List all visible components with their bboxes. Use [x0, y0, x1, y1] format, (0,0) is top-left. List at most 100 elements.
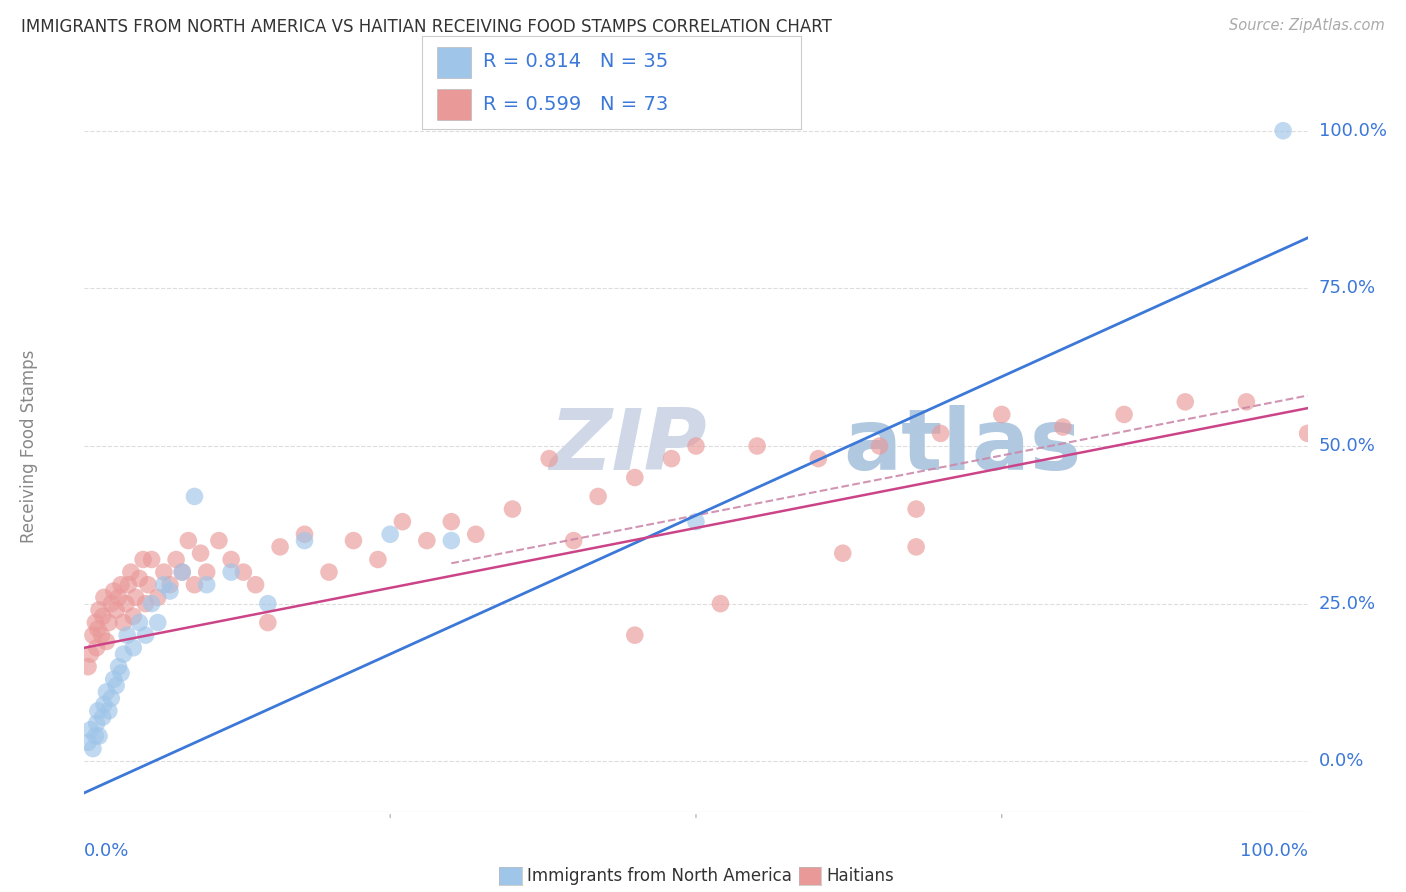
Point	[79, 723, 101, 737]
Point	[294, 533, 316, 548]
Point	[110, 665, 132, 680]
Point	[586, 490, 609, 504]
Point	[122, 609, 145, 624]
Text: Haitians: Haitians	[827, 867, 894, 885]
Point	[440, 533, 463, 548]
Point	[135, 597, 157, 611]
Point	[562, 533, 585, 548]
Point	[115, 628, 138, 642]
Point	[318, 565, 340, 579]
Point	[245, 578, 267, 592]
Point	[77, 659, 100, 673]
Point	[464, 527, 486, 541]
Point	[136, 578, 159, 592]
Text: 50.0%: 50.0%	[1319, 437, 1375, 455]
Point	[869, 439, 891, 453]
Text: 100.0%: 100.0%	[1240, 842, 1308, 860]
Point	[269, 540, 291, 554]
Point	[97, 615, 120, 630]
Point	[685, 515, 707, 529]
Point	[146, 591, 169, 605]
Text: 0.0%: 0.0%	[1319, 752, 1364, 771]
Point	[177, 533, 200, 548]
Point	[190, 546, 212, 560]
Point	[219, 565, 242, 579]
Point	[86, 640, 108, 655]
Text: Receiving Food Stamps: Receiving Food Stamps	[20, 350, 38, 542]
Point	[87, 622, 110, 636]
Point	[501, 502, 523, 516]
Point	[183, 490, 205, 504]
Point	[367, 552, 389, 566]
Point	[107, 659, 129, 673]
Point	[146, 615, 169, 630]
Point	[538, 451, 561, 466]
Text: Source: ZipAtlas.com: Source: ZipAtlas.com	[1229, 18, 1385, 33]
Point	[115, 597, 138, 611]
Point	[105, 679, 128, 693]
Point	[110, 578, 132, 592]
Point	[120, 565, 142, 579]
Point	[342, 533, 364, 548]
Point	[82, 741, 104, 756]
Point	[100, 691, 122, 706]
Point	[195, 565, 218, 579]
Point	[97, 704, 120, 718]
Point	[107, 591, 129, 605]
Point	[125, 591, 148, 605]
Point	[128, 615, 150, 630]
Point	[1174, 395, 1197, 409]
Point	[103, 584, 125, 599]
Point	[991, 408, 1014, 422]
Point	[709, 597, 731, 611]
Text: 0.0%: 0.0%	[84, 842, 129, 860]
Point	[624, 470, 647, 484]
Point	[117, 578, 139, 592]
Point	[232, 565, 254, 579]
Point	[159, 578, 181, 592]
Point	[1114, 408, 1136, 422]
Text: ZIP: ZIP	[550, 404, 707, 488]
Point	[172, 565, 194, 579]
Point	[91, 609, 114, 624]
Point	[905, 540, 928, 554]
Point	[86, 716, 108, 731]
Point	[112, 615, 135, 630]
Point	[103, 673, 125, 687]
Point	[87, 704, 110, 718]
Point	[141, 552, 163, 566]
Point	[132, 552, 155, 566]
Point	[195, 578, 218, 592]
Point	[1052, 420, 1074, 434]
Point	[153, 565, 176, 579]
Point	[219, 552, 242, 566]
Point	[929, 426, 952, 441]
FancyBboxPatch shape	[437, 47, 471, 78]
Point	[685, 439, 707, 453]
Point	[105, 603, 128, 617]
Point	[141, 597, 163, 611]
Text: R = 0.814   N = 35: R = 0.814 N = 35	[482, 53, 668, 71]
Point	[661, 451, 683, 466]
Point	[153, 578, 176, 592]
Point	[807, 451, 830, 466]
Point	[391, 515, 413, 529]
Point	[159, 584, 181, 599]
Point	[747, 439, 769, 453]
Point	[122, 640, 145, 655]
Text: 25.0%: 25.0%	[1319, 595, 1376, 613]
Point	[112, 647, 135, 661]
Point	[905, 502, 928, 516]
Text: IMMIGRANTS FROM NORTH AMERICA VS HAITIAN RECEIVING FOOD STAMPS CORRELATION CHART: IMMIGRANTS FROM NORTH AMERICA VS HAITIAN…	[21, 18, 832, 36]
Point	[77, 735, 100, 749]
Point	[257, 597, 280, 611]
Point	[416, 533, 439, 548]
Point	[91, 710, 114, 724]
Point	[1296, 426, 1319, 441]
Point	[79, 647, 101, 661]
Point	[257, 615, 280, 630]
Point	[294, 527, 316, 541]
Point	[100, 597, 122, 611]
Point	[208, 533, 231, 548]
Point	[380, 527, 402, 541]
